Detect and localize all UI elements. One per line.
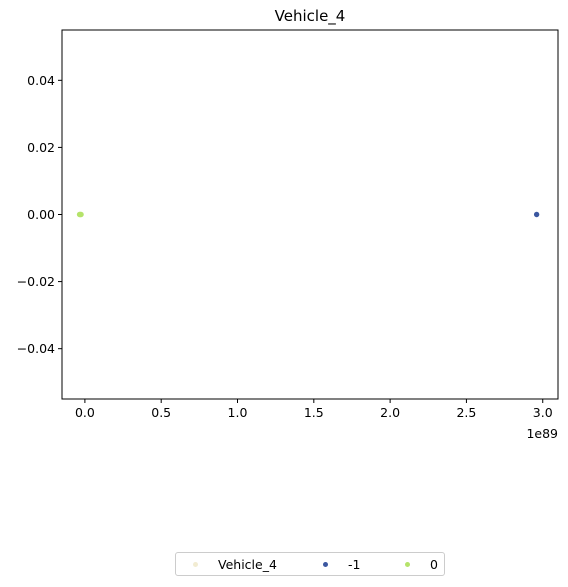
y-tick-label: 0.02 <box>27 140 55 155</box>
legend-item-minus1: -1 <box>323 556 360 574</box>
x-tick-label: 0.0 <box>75 405 95 420</box>
legend-marker-zero <box>405 562 410 567</box>
legend-item-vehicle: Vehicle_4 <box>193 556 277 574</box>
data-point <box>533 211 540 218</box>
y-tick-label: 0.00 <box>27 207 55 222</box>
legend-label-minus1: -1 <box>348 557 361 572</box>
legend-label-vehicle: Vehicle_4 <box>218 557 277 572</box>
legend-marker-vehicle <box>193 562 198 567</box>
legend-label-zero: 0 <box>430 557 438 572</box>
data-point <box>78 211 84 218</box>
y-tick-label: −0.04 <box>17 341 55 356</box>
chart-title: Vehicle_4 <box>275 7 346 26</box>
legend-item-zero: 0 <box>405 556 438 574</box>
x-tick-label: 3.0 <box>533 405 553 420</box>
x-axis: 0.0 0.5 1.0 1.5 2.0 2.5 3.0 <box>75 399 553 420</box>
x-tick-label: 1.0 <box>228 405 248 420</box>
y-axis: 0.04 0.02 0.00 −0.02 −0.04 <box>17 73 62 356</box>
x-offset-label: 1e89 <box>526 426 558 441</box>
y-tick-label: 0.04 <box>27 73 55 88</box>
legend: Vehicle_4 -1 0 <box>175 552 445 576</box>
x-tick-label: 0.5 <box>151 405 171 420</box>
legend-marker-minus1 <box>323 562 328 567</box>
x-tick-label: 2.0 <box>380 405 400 420</box>
plot-area <box>61 29 559 400</box>
x-tick-label: 1.5 <box>304 405 324 420</box>
y-tick-label: −0.02 <box>17 274 55 289</box>
data-points <box>76 211 540 218</box>
x-tick-label: 2.5 <box>456 405 476 420</box>
